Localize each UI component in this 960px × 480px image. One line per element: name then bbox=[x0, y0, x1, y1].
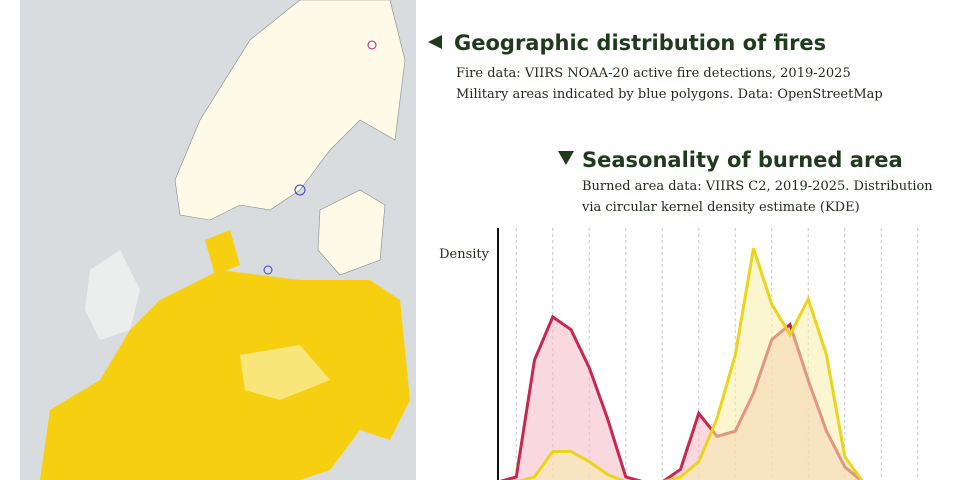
subtitle: Military areas indicated by blue polygon… bbox=[456, 87, 883, 102]
military-area bbox=[294, 184, 306, 196]
subtitle: Burned area data: VIIRS C2, 2019-2025. D… bbox=[582, 179, 933, 194]
y-axis-label: Density bbox=[439, 247, 490, 262]
map-scandinavia bbox=[174, 0, 406, 221]
military-area bbox=[263, 265, 273, 275]
chart-title: Seasonality of burned area bbox=[582, 148, 903, 172]
subtitle: Fire data: VIIRS NOAA-20 active fire det… bbox=[456, 66, 851, 81]
map-britain bbox=[85, 250, 140, 340]
map-denmark bbox=[205, 230, 240, 275]
subtitle: via circular kernel density estimate (KD… bbox=[581, 200, 860, 215]
area-fill bbox=[523, 248, 862, 480]
density-line bbox=[517, 247, 864, 480]
map-continent bbox=[40, 270, 410, 480]
down-arrow-icon bbox=[558, 151, 574, 165]
military-area bbox=[367, 40, 377, 50]
section-title: Geographic distribution of fires bbox=[454, 31, 826, 55]
map bbox=[20, 0, 416, 480]
left-arrow-icon bbox=[428, 35, 442, 49]
map-baltic-coast bbox=[317, 189, 386, 276]
map-alps bbox=[240, 345, 330, 400]
